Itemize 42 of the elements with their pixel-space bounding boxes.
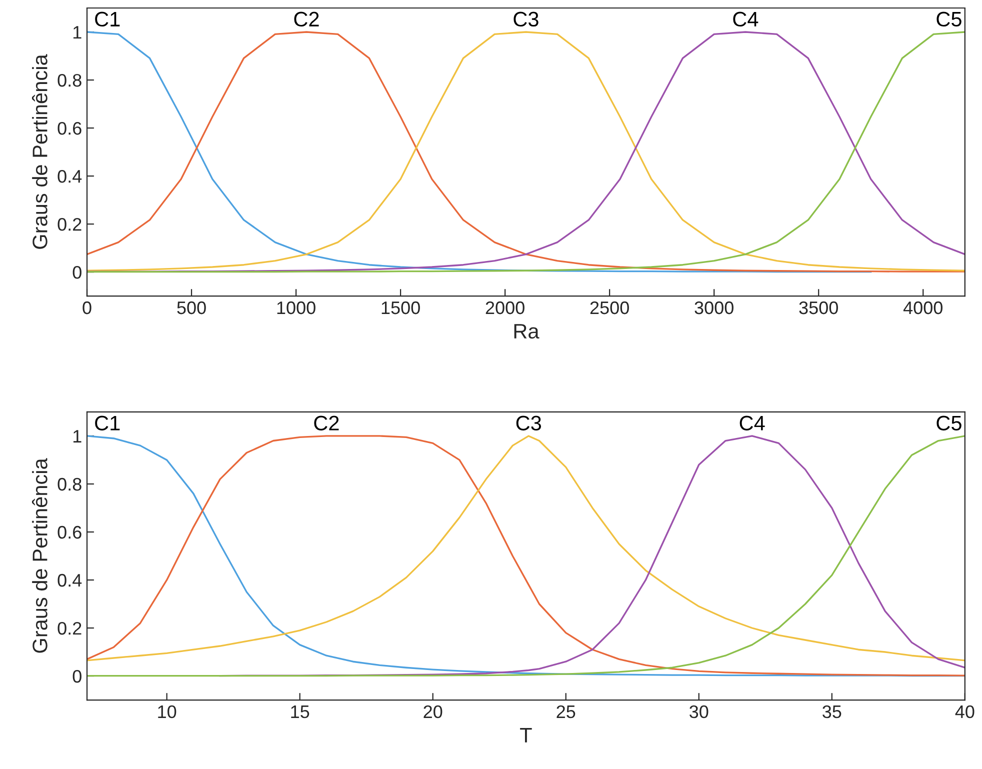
y-tick-label: 0.8: [58, 478, 82, 491]
annotation: C1: [95, 12, 120, 27]
x-tick-label: 3000: [694, 301, 734, 314]
y-tick-label: 1: [73, 430, 82, 442]
x-tick-label: 4000: [903, 301, 942, 314]
x-tick-label: 0: [82, 301, 92, 314]
x-tick-label: 500: [177, 301, 206, 314]
x-axis-title: Ra: [514, 324, 540, 339]
y-tick-label: 0.2: [58, 622, 82, 635]
x-tick-label: 15: [291, 706, 310, 718]
y-tick-label: 0: [72, 670, 82, 683]
x-tick-label: 40: [955, 705, 974, 718]
annotation: C4: [733, 12, 758, 27]
annotation: C2: [314, 416, 339, 431]
x-tick-label: 2000: [486, 301, 524, 314]
annotation: C3: [514, 12, 538, 27]
x-tick-label: 25: [556, 705, 576, 718]
x-tick-label: 1500: [382, 301, 420, 314]
x-tick-label: 1000: [277, 301, 316, 314]
y-tick-label: 0.2: [58, 218, 82, 231]
y-tick-label: 0: [72, 266, 82, 279]
annotation: C3: [516, 416, 542, 431]
y-tick-label: 0.6: [58, 122, 82, 135]
y-axis-title: Graus de Pertinência: [32, 54, 48, 249]
x-tick-label: 30: [690, 705, 708, 718]
x-tick-label: 10: [158, 705, 176, 718]
annotation: C5: [936, 416, 962, 431]
y-tick-label: 0.6: [58, 526, 82, 539]
y-tick-label: 0.4: [58, 170, 82, 183]
x-axis-title: T: [520, 728, 532, 742]
x-tick-label: 20: [424, 705, 442, 718]
y-axis-title: Graus de Pertinência: [32, 458, 48, 653]
annotation: C1: [95, 416, 120, 431]
y-tick-label: 1: [73, 26, 82, 39]
x-tick-label: 35: [822, 705, 842, 718]
x-tick-label: 2500: [590, 301, 629, 314]
annotation: C5: [936, 12, 962, 27]
annotation: C2: [294, 12, 319, 27]
y-tick-label: 0.8: [58, 74, 82, 87]
annotation: C4: [740, 416, 765, 431]
y-tick-label: 0.4: [58, 574, 82, 587]
x-tick-label: 3500: [799, 301, 838, 314]
